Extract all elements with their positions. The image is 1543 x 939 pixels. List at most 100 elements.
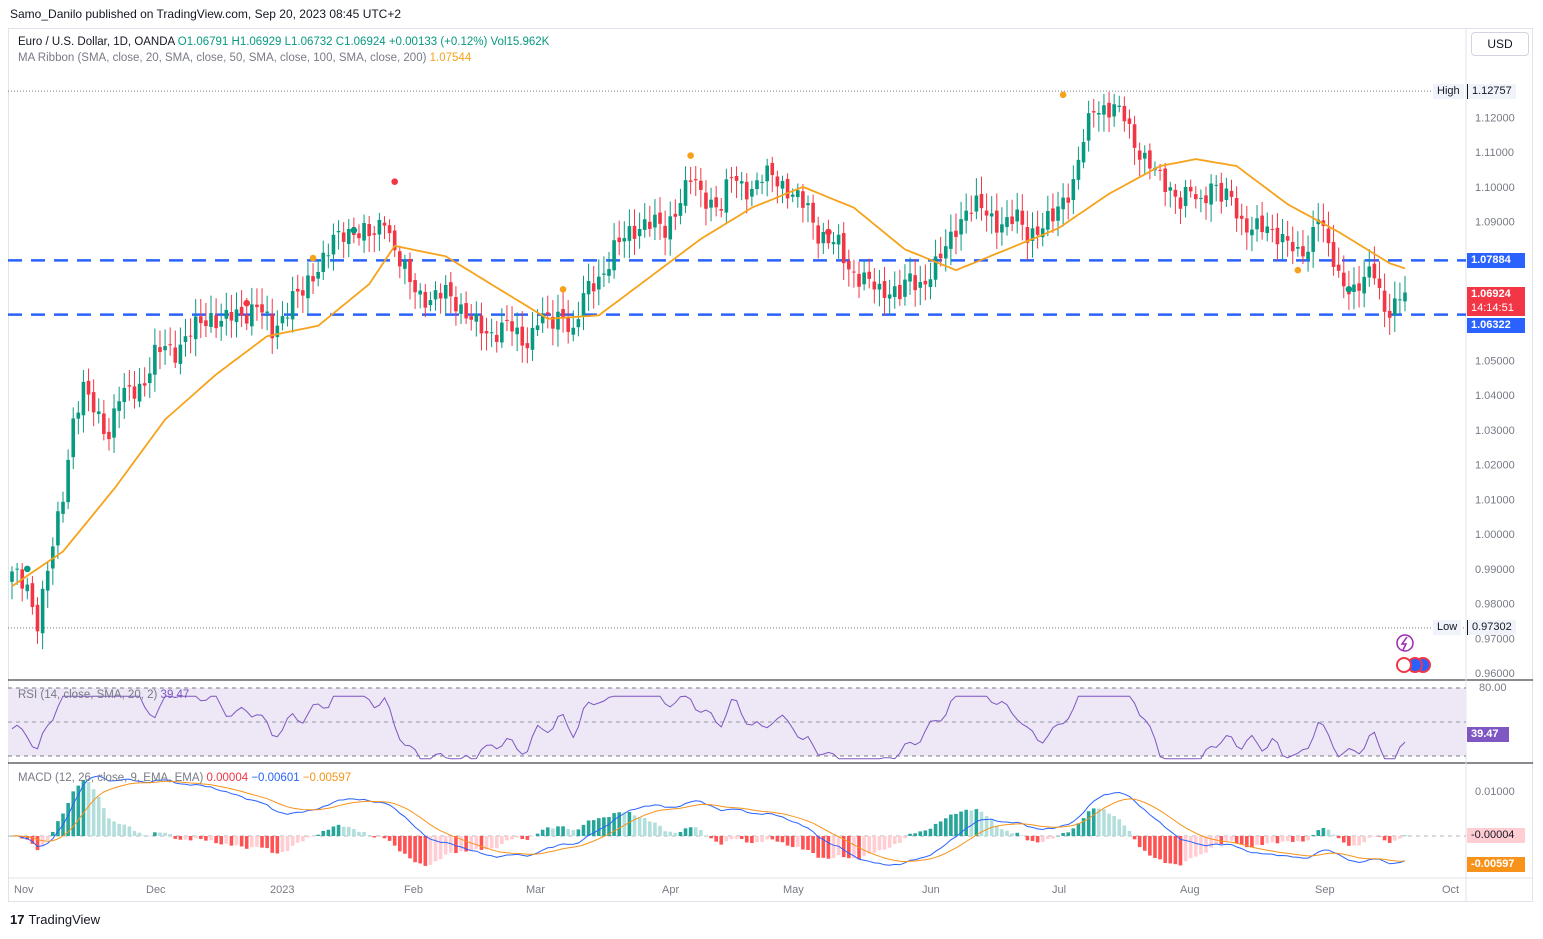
macd-hist-bar xyxy=(561,826,565,836)
candle-body xyxy=(132,386,137,399)
rsi-legend[interactable]: RSI (14, close, SMA, 20, 2) 39.47 xyxy=(18,689,189,701)
macd-hist-bar xyxy=(1341,836,1346,843)
macd-hist-bar xyxy=(1275,836,1280,844)
candle-body xyxy=(790,194,795,197)
candle-body xyxy=(449,282,453,297)
macd-hist-bar xyxy=(321,830,326,836)
macd-hist-bar xyxy=(387,836,392,841)
candle-body xyxy=(744,181,749,200)
candle-body xyxy=(637,229,642,237)
macd-hist-bar xyxy=(775,836,780,842)
macd-hist-bar xyxy=(566,828,570,836)
macd-hist-bar xyxy=(510,836,514,840)
macd-hist-bar xyxy=(724,836,729,842)
macd-hist-bar xyxy=(1005,830,1009,836)
macd-hist-bar xyxy=(66,803,70,836)
candle-body xyxy=(1219,182,1224,202)
macd-hist-bar xyxy=(377,836,382,838)
price-axis-label: 1.04000 xyxy=(1475,390,1515,402)
candle-body xyxy=(551,316,555,329)
candle-body xyxy=(326,255,331,257)
candle-body xyxy=(1357,283,1361,291)
candle-body xyxy=(158,347,162,353)
macd-hist-bar xyxy=(45,836,50,841)
candle-body xyxy=(724,179,729,213)
price-tag: 1.06924 xyxy=(1467,287,1525,302)
candle-body xyxy=(892,286,897,297)
candle-body xyxy=(30,583,35,608)
symbol-legend[interactable]: Euro / U.S. Dollar, 1D, OANDA O1.06791 H… xyxy=(18,36,549,48)
currency-button[interactable]: USD xyxy=(1471,32,1529,56)
macd-hist-tag: -0.00004 xyxy=(1467,828,1525,843)
macd-hist-bar xyxy=(785,836,790,846)
macd-hist-bar xyxy=(892,836,897,845)
macd-hist-bar xyxy=(132,831,137,836)
candle-body xyxy=(898,284,902,300)
candle-body xyxy=(1199,197,1203,199)
macd-hist-bar xyxy=(1392,836,1397,841)
candle-body xyxy=(1142,152,1147,159)
candle-body xyxy=(1392,298,1397,316)
candle-body xyxy=(1051,208,1055,222)
macd-hist-bar xyxy=(285,836,290,852)
macd-hist-bar xyxy=(403,836,407,854)
candle-body xyxy=(658,212,662,224)
macd-hist-bar xyxy=(117,823,121,836)
candle-body xyxy=(775,176,780,187)
candle-body xyxy=(535,325,540,330)
candle-body xyxy=(1086,113,1091,141)
macd-hist-bar xyxy=(770,836,775,840)
macd-hist-bar xyxy=(1188,836,1193,859)
candle-body xyxy=(545,312,550,315)
candle-body xyxy=(816,225,821,244)
ma-legend[interactable]: MA Ribbon (SMA, close, 20, SMA, close, 5… xyxy=(18,52,471,64)
macd-hist-bar xyxy=(918,831,923,836)
candle-body xyxy=(642,219,647,230)
macd-hist-bar xyxy=(382,836,387,839)
macd-hist-bar xyxy=(765,836,769,840)
macd-hist-bar xyxy=(627,811,632,836)
tradingview-logo[interactable]: 17 TradingView xyxy=(10,912,100,927)
candle-body xyxy=(10,571,14,582)
macd-hist-bar xyxy=(1255,836,1259,845)
legend-low: L1.06732 xyxy=(284,36,333,48)
candle-body xyxy=(969,212,974,214)
candle-body xyxy=(295,288,300,292)
macd-hist-bar xyxy=(673,832,678,836)
macd-hist-bar xyxy=(341,826,346,836)
candle-body xyxy=(540,313,545,324)
macd-hist-bar xyxy=(51,831,55,836)
macd-hist-bar xyxy=(551,828,555,836)
macd-hist-bar xyxy=(1061,833,1065,836)
macd-hist-bar xyxy=(1347,836,1351,846)
macd-hist-bar xyxy=(1015,832,1020,836)
candle-body xyxy=(648,221,652,229)
macd-hist-bar xyxy=(1168,836,1173,864)
time-axis-label: 2023 xyxy=(270,884,294,896)
macd-hist-bar xyxy=(464,836,468,852)
macd-hist-bar xyxy=(1112,815,1116,836)
candle-body xyxy=(86,380,91,395)
candle-body xyxy=(617,237,622,243)
candle-body xyxy=(25,584,30,592)
macd-hist-bar xyxy=(336,824,341,836)
macd-hist-bar xyxy=(1066,832,1071,836)
macd-legend[interactable]: MACD (12, 26, close, 9, EMA, EMA) 0.0000… xyxy=(18,772,351,784)
candle-body xyxy=(989,213,994,217)
candle-body xyxy=(1311,226,1315,252)
macd-hist-bar xyxy=(352,828,356,836)
candle-body xyxy=(591,283,596,292)
macd-hist-bar xyxy=(81,779,86,836)
macd-hist-bar xyxy=(1331,834,1336,836)
macd-hist-bar xyxy=(255,836,259,847)
candle-body xyxy=(520,326,525,346)
flag-icon-us xyxy=(1396,657,1412,673)
candle-body xyxy=(1341,272,1346,287)
candle-body xyxy=(479,315,484,334)
macd-label: MACD (12, 26, close, 9, EMA, EMA) xyxy=(18,772,204,784)
candle-body xyxy=(668,216,673,240)
high-tag-label: High xyxy=(1433,84,1464,99)
signal-dot xyxy=(243,299,251,307)
candle-body xyxy=(35,604,40,632)
